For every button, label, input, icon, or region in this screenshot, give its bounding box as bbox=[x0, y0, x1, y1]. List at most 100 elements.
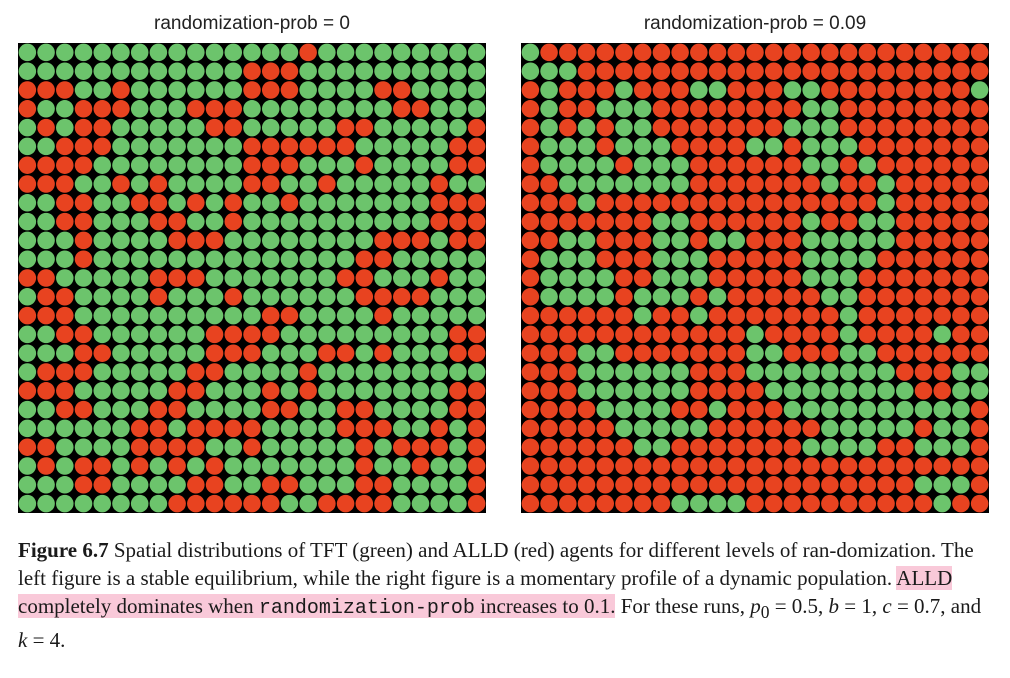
tft-agent bbox=[690, 250, 708, 268]
alld-agent bbox=[318, 175, 336, 193]
tft-agent bbox=[336, 43, 355, 62]
alld-agent bbox=[933, 363, 951, 381]
tft-agent bbox=[18, 43, 37, 62]
alld-agent bbox=[970, 325, 989, 344]
alld-agent bbox=[467, 344, 486, 362]
tft-agent bbox=[746, 137, 764, 156]
alld-agent bbox=[18, 175, 37, 193]
alld-agent bbox=[540, 212, 558, 231]
tft-agent bbox=[37, 137, 55, 156]
tft-agent bbox=[224, 382, 243, 400]
tft-agent bbox=[187, 250, 205, 268]
tft-agent bbox=[56, 476, 74, 494]
tft-agent bbox=[93, 269, 111, 287]
alld-agent bbox=[970, 137, 989, 156]
alld-agent bbox=[821, 212, 839, 231]
tft-agent bbox=[821, 175, 839, 193]
alld-agent bbox=[56, 363, 74, 381]
alld-agent bbox=[224, 419, 243, 438]
tft-agent bbox=[205, 288, 224, 306]
tft-agent bbox=[224, 156, 243, 174]
tft-agent bbox=[449, 81, 467, 99]
tft-agent bbox=[690, 306, 708, 325]
alld-agent bbox=[205, 100, 224, 118]
alld-agent bbox=[521, 288, 540, 306]
tft-agent bbox=[821, 269, 839, 287]
alld-agent bbox=[559, 100, 577, 118]
alld-agent bbox=[467, 382, 486, 400]
alld-agent bbox=[467, 457, 486, 475]
tft-agent bbox=[449, 457, 467, 475]
alld-agent bbox=[168, 231, 186, 250]
alld-agent bbox=[355, 438, 374, 456]
tft-agent bbox=[708, 81, 727, 99]
alld-agent bbox=[933, 175, 951, 193]
alld-agent bbox=[449, 156, 467, 174]
alld-agent bbox=[821, 494, 839, 513]
tft-agent bbox=[187, 156, 205, 174]
tft-agent bbox=[540, 156, 558, 174]
tft-agent bbox=[336, 81, 355, 99]
alld-agent bbox=[877, 438, 895, 456]
tft-agent bbox=[393, 269, 411, 287]
tft-agent bbox=[243, 382, 261, 400]
tft-agent bbox=[540, 118, 558, 137]
alld-agent bbox=[877, 476, 895, 494]
tft-agent bbox=[318, 231, 336, 250]
tft-agent bbox=[355, 62, 374, 80]
alld-agent bbox=[764, 175, 783, 193]
tft-agent bbox=[970, 382, 989, 400]
alld-agent bbox=[261, 325, 280, 344]
tft-agent bbox=[93, 325, 111, 344]
tft-agent bbox=[449, 476, 467, 494]
alld-agent bbox=[577, 81, 596, 99]
tft-agent bbox=[393, 400, 411, 419]
alld-agent bbox=[746, 194, 764, 212]
alld-agent bbox=[952, 231, 970, 250]
tft-agent bbox=[93, 438, 111, 456]
tft-agent bbox=[933, 494, 951, 513]
alld-agent bbox=[727, 457, 746, 475]
alld-agent bbox=[467, 325, 486, 344]
tft-agent bbox=[56, 344, 74, 362]
alld-agent bbox=[37, 363, 55, 381]
tft-agent bbox=[430, 62, 448, 80]
tft-agent bbox=[355, 382, 374, 400]
tft-agent bbox=[168, 288, 186, 306]
tft-agent bbox=[802, 363, 820, 381]
tft-agent bbox=[37, 476, 55, 494]
alld-agent bbox=[970, 231, 989, 250]
tft-agent bbox=[877, 231, 895, 250]
alld-agent bbox=[374, 306, 392, 325]
alld-agent bbox=[540, 382, 558, 400]
alld-agent bbox=[467, 419, 486, 438]
tft-agent bbox=[187, 344, 205, 362]
tft-agent bbox=[521, 62, 540, 80]
alld-agent bbox=[896, 250, 914, 268]
alld-agent bbox=[633, 269, 652, 287]
tft-agent bbox=[37, 212, 55, 231]
tft-agent bbox=[18, 363, 37, 381]
alld-agent bbox=[783, 269, 802, 287]
alld-agent bbox=[449, 344, 467, 362]
tft-agent bbox=[858, 344, 877, 362]
alld-agent bbox=[559, 81, 577, 99]
tft-agent bbox=[149, 476, 168, 494]
tft-agent bbox=[559, 269, 577, 287]
alld-agent bbox=[858, 100, 877, 118]
alld-agent bbox=[802, 494, 820, 513]
tft-agent bbox=[243, 231, 261, 250]
tft-agent bbox=[112, 118, 130, 137]
alld-agent bbox=[559, 194, 577, 212]
alld-agent bbox=[671, 438, 689, 456]
alld-agent bbox=[877, 344, 895, 362]
alld-agent bbox=[821, 325, 839, 344]
tft-agent bbox=[130, 344, 149, 362]
alld-agent bbox=[839, 156, 858, 174]
tft-agent bbox=[224, 438, 243, 456]
tft-agent bbox=[652, 419, 671, 438]
tft-agent bbox=[261, 363, 280, 381]
tft-agent bbox=[430, 231, 448, 250]
alld-agent bbox=[690, 100, 708, 118]
alld-agent bbox=[205, 419, 224, 438]
